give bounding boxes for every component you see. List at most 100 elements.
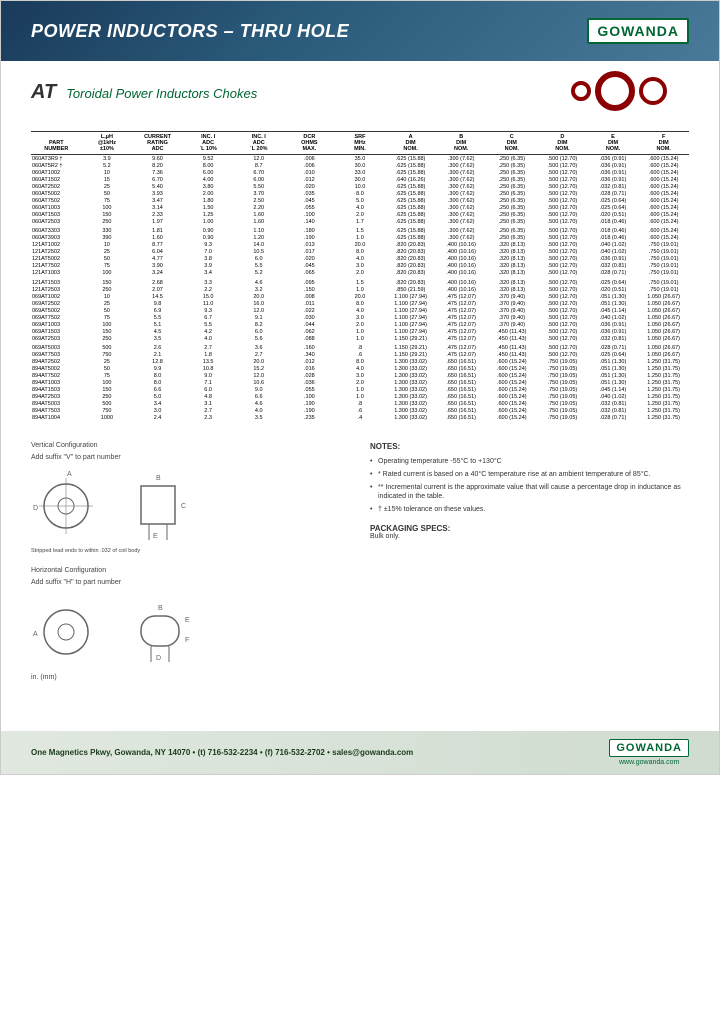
cell: 1.5 xyxy=(335,225,386,235)
cell: 5.0 xyxy=(132,394,183,401)
cell: .250 (6.35) xyxy=(486,155,537,163)
table-row: 121AT10031003.243.45.2.0652.0.820 (20.83… xyxy=(31,270,689,277)
cell: .600 (15.24) xyxy=(638,211,689,218)
note-item: † ±15% tolerance on these values. xyxy=(378,505,689,514)
brand-logo: GOWANDA xyxy=(587,18,689,44)
cell: 25 xyxy=(82,183,133,190)
table-row: 069AT10021014.515.020.0.00820.01.100 (27… xyxy=(31,293,689,300)
cell: .011 xyxy=(284,300,335,307)
cell: 20.0 xyxy=(335,293,386,300)
cell: 1.100 (27.94) xyxy=(385,314,436,321)
cell: 069AT2502 xyxy=(31,300,82,307)
cell: 750 xyxy=(82,408,133,415)
cell: .500 (12.70) xyxy=(537,155,588,163)
cell: 121AT2502 xyxy=(31,249,82,256)
cell: .400 (10.16) xyxy=(436,242,487,249)
cell: .500 (12.70) xyxy=(537,197,588,204)
col-header: BDIMNOM. xyxy=(436,132,487,155)
cell: 1.7 xyxy=(335,218,386,225)
cell: 1.050 (26.67) xyxy=(638,352,689,359)
cell: 6.9 xyxy=(132,307,183,314)
product-photo xyxy=(549,51,689,131)
cell: .250 (6.35) xyxy=(486,211,537,218)
cell: .300 (7.62) xyxy=(436,197,487,204)
cell: .045 xyxy=(284,197,335,204)
cell: .600 (15.24) xyxy=(638,218,689,225)
cell: 4.2 xyxy=(183,328,234,335)
cell: .475 (12.07) xyxy=(436,293,487,300)
cell: 060AT3303 xyxy=(31,225,82,235)
cell: .036 (0.91) xyxy=(588,176,639,183)
cell: 1.0 xyxy=(335,394,386,401)
cell: 5.50 xyxy=(233,183,284,190)
cell: 7.1 xyxy=(183,380,234,387)
col-header: DDIMNOM. xyxy=(537,132,588,155)
cell: .012 xyxy=(284,176,335,183)
cell: .025 (0.64) xyxy=(588,352,639,359)
cell: 20.0 xyxy=(233,359,284,366)
cell: .820 (20.83) xyxy=(385,242,436,249)
cell: 50 xyxy=(82,307,133,314)
cell: 2.68 xyxy=(132,277,183,287)
vertical-config-diagram: Vertical Configuration Add suffix "V" to… xyxy=(31,442,350,555)
cell: .600 (15.24) xyxy=(486,401,537,408)
cell: 2.7 xyxy=(233,352,284,359)
cell: .4 xyxy=(335,415,386,422)
cell: 1.100 (27.94) xyxy=(385,307,436,314)
cell: .750 (19.05) xyxy=(537,401,588,408)
cell: 1.150 (29.21) xyxy=(385,335,436,342)
cell: .750 (19.05) xyxy=(537,366,588,373)
cell: 12.0 xyxy=(233,373,284,380)
cell: 9.3 xyxy=(183,242,234,249)
brand-text: GOWANDA xyxy=(597,23,679,39)
vertical-svg: D A B C E xyxy=(31,466,231,546)
cell: .045 (1.14) xyxy=(588,307,639,314)
series-code: AT xyxy=(31,81,56,104)
cell: .036 (0.91) xyxy=(588,162,639,169)
cell: 4.77 xyxy=(132,256,183,263)
cell: 1.250 (31.75) xyxy=(638,380,689,387)
svg-text:B: B xyxy=(156,475,161,482)
cell: 894AT1503 xyxy=(31,387,82,394)
cell: .190 xyxy=(284,408,335,415)
page-header: POWER INDUCTORS – THRU HOLE GOWANDA xyxy=(1,1,719,61)
cell: .820 (20.83) xyxy=(385,277,436,287)
cell: .750 (19.01) xyxy=(638,270,689,277)
cell: 30.0 xyxy=(335,162,386,169)
cell: 11.0 xyxy=(183,300,234,307)
cell: .500 (12.70) xyxy=(537,169,588,176)
cell: 25 xyxy=(82,249,133,256)
cell: .750 (19.05) xyxy=(537,380,588,387)
cell: .250 (6.35) xyxy=(486,197,537,204)
cell: .018 (0.46) xyxy=(588,218,639,225)
cell: .051 (1.30) xyxy=(588,366,639,373)
cell: 10 xyxy=(82,293,133,300)
cell: 9.1 xyxy=(233,314,284,321)
cell: .036 (0.91) xyxy=(588,321,639,328)
cell: .475 (12.07) xyxy=(436,352,487,359)
cell: 3.0 xyxy=(335,373,386,380)
table-row: 069AT50035002.62.73.6.160.81.150 (29.21)… xyxy=(31,342,689,352)
cell: 5.5 xyxy=(183,321,234,328)
table-row: 894AT10031008.07.110.6.0362.01.300 (33.0… xyxy=(31,380,689,387)
cell: 2.7 xyxy=(183,408,234,415)
cell: .095 xyxy=(284,277,335,287)
cell: 1.300 (33.02) xyxy=(385,394,436,401)
cell: 6.6 xyxy=(132,387,183,394)
cell: 1.300 (33.02) xyxy=(385,415,436,422)
cell: 060AT3R9 † xyxy=(31,155,82,163)
cell: .300 (7.62) xyxy=(436,204,487,211)
cell: 6.70 xyxy=(132,176,183,183)
cell: 1.0 xyxy=(335,328,386,335)
cell: 1.250 (31.75) xyxy=(638,394,689,401)
cell: 2.50 xyxy=(233,197,284,204)
cell: 7.0 xyxy=(183,249,234,256)
horizontal-title: Horizontal Configuration xyxy=(31,567,350,575)
cell: .8 xyxy=(335,342,386,352)
cell: .600 (15.24) xyxy=(638,225,689,235)
cell: 0.90 xyxy=(183,235,234,242)
spec-table: PARTNUMBERL,µH@1kHz±10%CURRENTRATINGADCI… xyxy=(31,131,689,422)
table-row: 894AT7502758.09.012.0.0283.01.300 (33.02… xyxy=(31,373,689,380)
cell: 33.0 xyxy=(335,169,386,176)
table-row: 894AT50035003.43.14.6.190.81.300 (33.02)… xyxy=(31,401,689,408)
